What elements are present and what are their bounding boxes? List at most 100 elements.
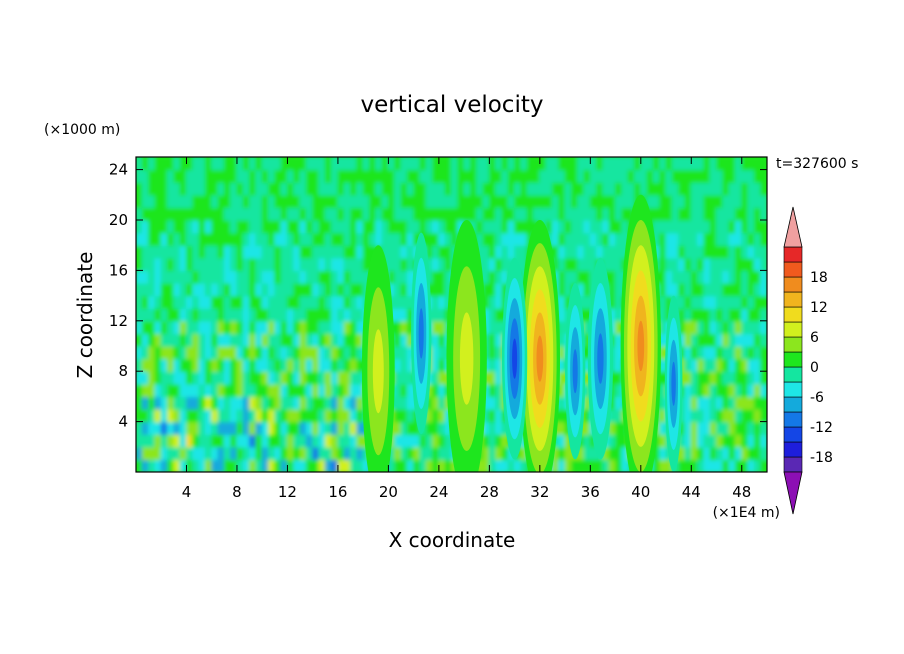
field-cell — [286, 219, 295, 234]
field-cell — [185, 358, 194, 372]
field-cell — [160, 307, 169, 322]
field-cell — [760, 421, 767, 435]
field-cell — [425, 433, 434, 448]
field-cell — [671, 206, 680, 221]
field-cell — [286, 332, 295, 347]
field-cell — [438, 181, 446, 196]
field-cell — [293, 458, 301, 472]
field-cell — [274, 421, 282, 435]
field-cell — [760, 307, 767, 322]
field-cell — [249, 332, 257, 347]
field-cell — [337, 345, 345, 360]
field-cell — [589, 206, 598, 221]
field-cell — [141, 408, 150, 423]
field-cell — [602, 232, 610, 246]
field-cell — [286, 194, 295, 209]
field-cell — [192, 206, 200, 221]
field-cell — [615, 257, 623, 272]
field-cell — [362, 181, 371, 196]
field-cell — [286, 345, 295, 360]
field-cell — [236, 307, 244, 322]
field-cell — [249, 383, 257, 398]
y-tick-label: 12 — [109, 312, 128, 330]
field-cell — [274, 446, 282, 461]
field-cell — [589, 157, 598, 171]
field-cell — [734, 181, 743, 196]
field-cell — [198, 257, 207, 272]
field-cell — [331, 370, 339, 385]
field-cell — [444, 169, 453, 183]
field-cell — [387, 269, 396, 284]
field-cell — [482, 295, 491, 309]
field-cell — [280, 408, 289, 423]
field-cell — [192, 358, 200, 372]
field-cell — [615, 269, 623, 284]
field-cell — [362, 257, 371, 272]
field-cell — [741, 345, 749, 360]
field-cell — [217, 194, 226, 209]
field-cell — [337, 446, 345, 461]
field-cell — [324, 307, 333, 322]
field-cell — [558, 446, 566, 461]
field-cell — [141, 421, 150, 435]
field-cell — [293, 370, 301, 385]
field-cell — [690, 295, 699, 309]
field-cell — [400, 219, 409, 234]
field-cell — [268, 320, 276, 335]
field-cell — [255, 257, 263, 272]
field-cell — [583, 232, 592, 246]
field-cell — [141, 332, 150, 347]
field-cell — [558, 219, 566, 234]
field-cell — [154, 345, 162, 360]
field-cell — [684, 446, 692, 461]
field-cell — [697, 408, 705, 423]
field-cell — [659, 332, 667, 347]
field-cell — [753, 269, 762, 284]
field-cell — [577, 269, 585, 284]
field-cell — [223, 446, 232, 461]
field-cell — [324, 269, 333, 284]
field-cell — [728, 157, 737, 171]
field-cell — [716, 446, 724, 461]
field-cell — [413, 458, 421, 472]
field-cell — [425, 181, 434, 196]
field-cell — [558, 421, 566, 435]
field-cell — [722, 332, 730, 347]
field-cell — [526, 219, 535, 234]
field-cell — [709, 433, 718, 448]
field-cell — [488, 232, 497, 246]
field-cell — [204, 181, 213, 196]
field-cell — [261, 307, 270, 322]
field-cell — [394, 421, 402, 435]
field-cell — [621, 181, 629, 196]
field-cell — [293, 169, 301, 183]
field-cell — [268, 370, 276, 385]
field-cell — [280, 370, 289, 385]
field-feature-0 — [536, 335, 544, 382]
field-cell — [722, 370, 730, 385]
field-cell — [741, 446, 749, 461]
field-cell — [148, 232, 156, 246]
field-cell — [318, 408, 326, 423]
field-cell — [223, 345, 232, 360]
field-cell — [261, 332, 270, 347]
field-cell — [261, 433, 270, 448]
field-cell — [659, 157, 667, 171]
colorbar-swatch — [783, 366, 803, 383]
field-cell — [223, 206, 232, 221]
field-cell — [173, 206, 181, 221]
field-cell — [305, 181, 314, 196]
field-cell — [350, 169, 358, 183]
field-cell — [716, 395, 724, 410]
field-cell — [747, 383, 756, 398]
field-cell — [148, 157, 156, 171]
field-cell — [690, 320, 699, 335]
field-cell — [608, 181, 617, 196]
field-cell — [753, 157, 762, 171]
field-cell — [406, 219, 415, 234]
field-cell — [406, 370, 415, 385]
field-cell — [684, 295, 692, 309]
field-cell — [350, 320, 358, 335]
field-cell — [488, 244, 497, 259]
field-cell — [305, 295, 314, 309]
